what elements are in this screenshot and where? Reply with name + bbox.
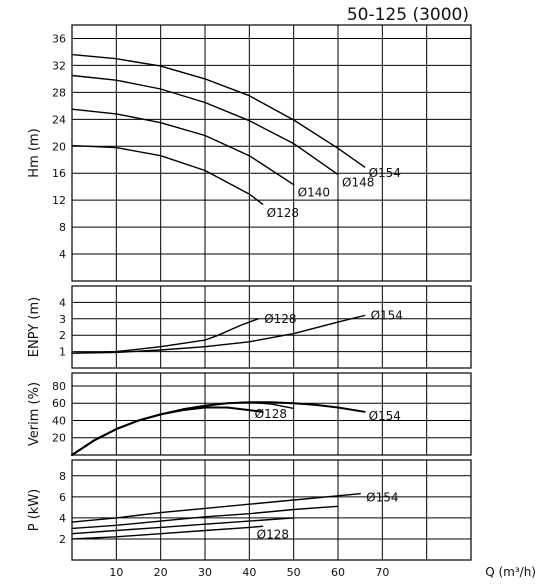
head-y-tick-label: 16 <box>52 167 66 180</box>
efficiency-frame <box>71 372 472 456</box>
npsh-y-tick-label: 4 <box>59 296 66 309</box>
power-y-tick-label: 8 <box>59 470 66 483</box>
efficiency-series-label: Ø154 <box>369 409 401 423</box>
npsh-series-label: Ø128 <box>264 312 296 326</box>
x-axis-label: Q (m³/h) <box>485 565 536 579</box>
efficiency-y-tick-label: 40 <box>52 414 66 427</box>
chart-title: 50-125 (3000) <box>347 5 469 25</box>
head-y-tick-label: 24 <box>52 113 66 126</box>
efficiency-y-tick-label: 80 <box>52 380 66 393</box>
npsh-series-label: Ø154 <box>371 309 403 323</box>
head-frame <box>71 24 472 282</box>
head-y-tick-label: 4 <box>59 248 66 261</box>
x-axis-ticks: 10 20 30 40 50 60 70 <box>109 566 389 579</box>
x-tick-label: 10 <box>109 566 123 579</box>
npsh-y-tick-label: 3 <box>59 313 66 326</box>
head-series-label: Ø140 <box>298 186 330 200</box>
power-series-line <box>71 493 361 523</box>
head-y-axis-label: Hm (m) <box>27 128 42 177</box>
power-series-label: Ø154 <box>366 491 398 505</box>
head-y-tick-label: 8 <box>59 221 66 234</box>
x-tick-label: 70 <box>375 566 389 579</box>
x-tick-label: 40 <box>242 566 256 579</box>
efficiency-series-line <box>71 406 264 456</box>
power-series-line <box>71 525 264 540</box>
power-frame <box>71 459 472 561</box>
x-tick-label: 30 <box>198 566 212 579</box>
npsh-series-line <box>71 314 366 354</box>
npsh-y-axis-label: ENPY (m) <box>27 297 42 357</box>
power-y-axis-label: P (kW) <box>27 489 42 532</box>
panel-npsh: 1 2 3 4 ENPY (m) Ø128 Ø154 <box>27 285 472 369</box>
power-y-tick-label: 4 <box>59 512 66 525</box>
head-y-tick-label: 36 <box>52 32 66 45</box>
panel-power: 2 4 6 8 P (kW) Ø154 Ø128 <box>27 459 472 561</box>
x-tick-label: 50 <box>287 566 301 579</box>
head-series-line <box>71 144 264 205</box>
npsh-frame <box>71 285 472 369</box>
power-series-line <box>71 505 339 530</box>
head-series-line <box>71 53 366 168</box>
head-y-tick-label: 28 <box>52 86 66 99</box>
npsh-y-tick-label: 2 <box>59 329 66 342</box>
npsh-series-line <box>71 318 259 354</box>
efficiency-series-label: Ø128 <box>255 407 287 421</box>
head-y-tick-label: 32 <box>52 59 66 72</box>
head-series-label: Ø128 <box>267 206 299 220</box>
power-y-tick-label: 2 <box>59 533 66 546</box>
efficiency-y-tick-label: 20 <box>52 432 66 445</box>
x-tick-label: 20 <box>154 566 168 579</box>
npsh-y-tick-label: 1 <box>59 346 66 359</box>
x-tick-label: 60 <box>331 566 345 579</box>
efficiency-y-tick-label: 60 <box>52 397 66 410</box>
power-series-label: Ø128 <box>257 527 289 541</box>
efficiency-series-line <box>204 401 295 410</box>
power-series-line <box>71 517 295 535</box>
head-y-tick-label: 20 <box>52 140 66 153</box>
power-y-tick-label: 6 <box>59 491 66 504</box>
head-series-line <box>71 74 339 176</box>
head-series-label: Ø148 <box>342 176 374 190</box>
panel-efficiency: 20 40 60 80 Verim (%) Ø128 Ø154 <box>27 372 472 456</box>
head-series-line <box>71 108 295 186</box>
head-series-label: Ø154 <box>369 166 401 180</box>
efficiency-y-axis-label: Verim (%) <box>27 382 42 446</box>
head-y-tick-label: 12 <box>52 194 66 207</box>
